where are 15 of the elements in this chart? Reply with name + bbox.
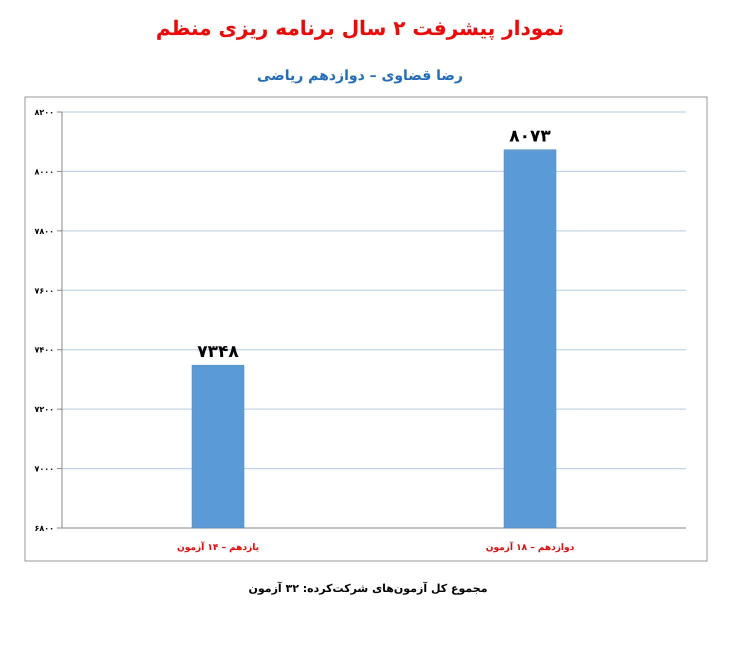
data-label: ۷۳۴۸ — [197, 342, 240, 362]
y-tick-label: ۷۴۰۰ — [34, 346, 54, 355]
y-tick-label: ۸۲۰۰ — [34, 108, 54, 117]
y-tick-label: ۷۲۰۰ — [34, 405, 54, 414]
y-tick-label: ۶۸۰۰ — [34, 524, 54, 533]
y-tick-label: ۷۰۰۰ — [34, 464, 54, 474]
y-tick-label: ۸۰۰۰ — [34, 167, 54, 176]
x-tick-label: دوازدهم – ۱۸ آزمون — [486, 541, 575, 553]
y-tick-label: ۷۶۰۰ — [34, 286, 54, 296]
chart-title: نمودار پیشرفت ۲ سال برنامه ریزی منظم — [156, 16, 564, 40]
chart-subtitle: رضا قضاوی – دوازدهم ریاضی — [257, 68, 463, 84]
text: مجموع کل آزمون‌های شرکت‌کرده: ۳۲ آزمون — [248, 581, 488, 595]
x-tick-label: یازدهم – ۱۴ آزمون — [177, 541, 259, 553]
data-label: ۸۰۷۳ — [509, 126, 552, 147]
y-tick-label: ۷۸۰۰ — [34, 226, 54, 236]
